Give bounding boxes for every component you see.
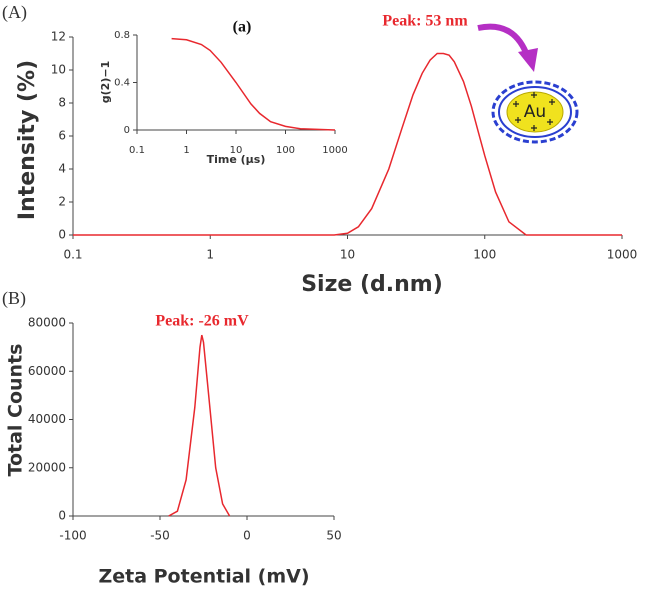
panel-label: (A) (2, 2, 27, 23)
y-axis-label: Intensity (%) (15, 60, 40, 220)
x-tick-label: 50 (326, 529, 341, 543)
panel-label: (B) (2, 288, 26, 309)
arrow-head (518, 48, 538, 72)
x-axis-label: Time (μs) (207, 153, 266, 166)
x-tick-label: 1 (206, 248, 214, 262)
y-tick-label: 0.8 (114, 30, 130, 41)
y-tick-label: 2 (58, 195, 66, 209)
y-tick-label: 40000 (28, 412, 66, 426)
y-tick-label: 4 (58, 162, 66, 176)
y-tick-label: 12 (51, 30, 66, 44)
y-tick-label: 0 (124, 125, 130, 136)
y-tick-label: 60000 (28, 364, 66, 378)
x-tick-label: 1 (183, 145, 189, 156)
x-tick-label: 1000 (322, 145, 347, 156)
icon-label: Au (524, 102, 546, 122)
y-tick-label: 80000 (28, 316, 66, 330)
x-tick-label: 0.1 (129, 145, 145, 156)
y-tick-label: 0 (58, 228, 66, 242)
y-tick-label: 0 (58, 509, 66, 523)
data-line (73, 52, 622, 236)
x-tick-label: 0.1 (63, 248, 82, 262)
y-axis-label: g(2)−1 (99, 61, 112, 103)
y-tick-label: 20000 (28, 460, 66, 474)
x-tick-label: 0 (243, 529, 251, 543)
y-tick-label: 6 (58, 129, 66, 143)
x-tick-label: 100 (276, 145, 295, 156)
x-axis-label: Size (d.nm) (301, 272, 443, 297)
nanoparticle-icon: Au (491, 80, 579, 144)
annotation: Peak: -26 mV (155, 313, 249, 330)
x-tick-label: 10 (230, 145, 243, 156)
y-tick-label: 10 (51, 63, 66, 77)
annotation: Peak: 53 nm (382, 13, 468, 30)
inset-title: (a) (233, 19, 252, 36)
x-tick-label: 1000 (607, 248, 638, 262)
data-line (171, 37, 336, 131)
x-tick-label: 100 (473, 248, 496, 262)
y-tick-label: 8 (58, 96, 66, 110)
data-line (168, 334, 231, 517)
y-axis-label: Total Counts (5, 344, 27, 477)
x-tick-label: -50 (150, 529, 170, 543)
x-tick-label: 10 (340, 248, 355, 262)
y-tick-label: 0.4 (114, 78, 130, 89)
x-axis-label: Zeta Potential (mV) (98, 566, 309, 588)
x-tick-label: -100 (59, 529, 86, 543)
